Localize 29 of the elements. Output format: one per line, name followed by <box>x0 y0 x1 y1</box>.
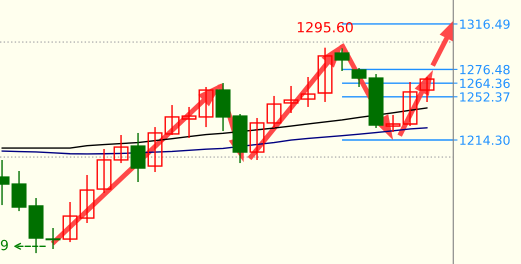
y-tick-label: 1214.30 <box>460 135 510 145</box>
annotation: 1295.60 <box>298 22 353 32</box>
candlestick <box>114 134 129 164</box>
candlestick <box>250 117 265 161</box>
candlestick <box>300 76 316 108</box>
candlestick <box>130 132 146 183</box>
candlestick <box>164 104 180 136</box>
candlestick <box>62 201 78 243</box>
candlestick <box>284 85 299 114</box>
candlestick <box>352 67 367 88</box>
candlestick <box>96 148 112 194</box>
candlestick <box>46 227 61 250</box>
candlestick <box>148 126 163 173</box>
y-tick-label: 1252.37 <box>460 92 510 102</box>
candlestick <box>182 106 197 139</box>
candlestick <box>318 46 333 103</box>
candlestick <box>334 48 350 72</box>
candlestick <box>80 174 95 224</box>
candlestick <box>420 76 435 103</box>
candlestick <box>386 114 401 133</box>
y-tick-label: 1316.49 <box>460 19 510 29</box>
candlestick <box>402 81 418 127</box>
y-tick-label: 1276.48 <box>460 64 510 74</box>
candlestick <box>266 95 282 129</box>
line-series <box>1 107 428 149</box>
candlestick <box>198 86 214 128</box>
candlestick <box>12 170 27 212</box>
y-tick-label: 1264.36 <box>460 78 510 88</box>
annotation: 9 <box>0 240 8 250</box>
